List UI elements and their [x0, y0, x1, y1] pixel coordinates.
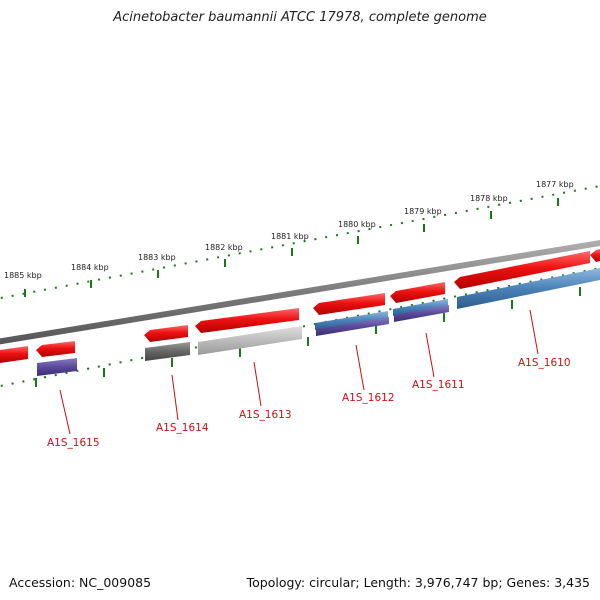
- cds-arrow: [36, 341, 75, 357]
- feature-bar: [457, 268, 600, 309]
- gene-label-a1s-1613: A1S_1613: [239, 409, 292, 421]
- scale-label-1882: 1882 kbp: [205, 243, 243, 252]
- scale-label-1880: 1880 kbp: [338, 220, 376, 229]
- cds-arrow: [313, 293, 385, 315]
- scale-label-1883: 1883 kbp: [138, 253, 176, 262]
- cds-track: [0, 249, 600, 363]
- cds-arrow: [144, 325, 188, 342]
- label-leader-lines: [59, 309, 539, 435]
- cds-arrow: [390, 282, 445, 303]
- cds-arrow: [0, 346, 28, 363]
- inner-scale-line: [0, 267, 600, 388]
- scale-label-1881: 1881 kbp: [271, 232, 309, 241]
- accession-text: Accession: NC_009085: [9, 575, 152, 590]
- scale-label-1878: 1878 kbp: [470, 194, 508, 203]
- cds-arrow: [590, 249, 600, 262]
- gene-label-a1s-1615: A1S_1615: [47, 437, 100, 449]
- scale-label-1879: 1879 kbp: [404, 207, 442, 216]
- feature-bar: [315, 311, 388, 330]
- inner-major-ticks: [35, 287, 581, 387]
- feature-bar: [316, 317, 389, 336]
- feature-bar: [393, 299, 448, 316]
- gene-label-a1s-1612: A1S_1612: [342, 392, 395, 404]
- map-title: Acinetobacter baumannii ATCC 17978, comp…: [113, 10, 487, 25]
- scale-label-1877: 1877 kbp: [536, 180, 574, 189]
- genome-backbone: [0, 240, 600, 345]
- scale-label-1884: 1884 kbp: [71, 263, 109, 272]
- cds-arrow: [195, 308, 299, 333]
- gene-label-a1s-1614: A1S_1614: [156, 422, 209, 434]
- feature-bar: [145, 342, 190, 361]
- outer-major-ticks: [24, 198, 559, 297]
- gene-label-a1s-1610: A1S_1610: [518, 357, 571, 369]
- outer-scale-line: [0, 185, 600, 300]
- genome-summary-text: Topology: circular; Length: 3,976,747 bp…: [246, 575, 590, 590]
- feature-bar: [394, 305, 449, 322]
- scale-label-1885: 1885 kbp: [4, 271, 42, 280]
- feature-track: [37, 268, 600, 376]
- feature-bar: [37, 358, 77, 376]
- feature-bar: [198, 326, 302, 355]
- cds-arrow: [454, 251, 590, 289]
- gene-label-a1s-1611: A1S_1611: [412, 379, 465, 391]
